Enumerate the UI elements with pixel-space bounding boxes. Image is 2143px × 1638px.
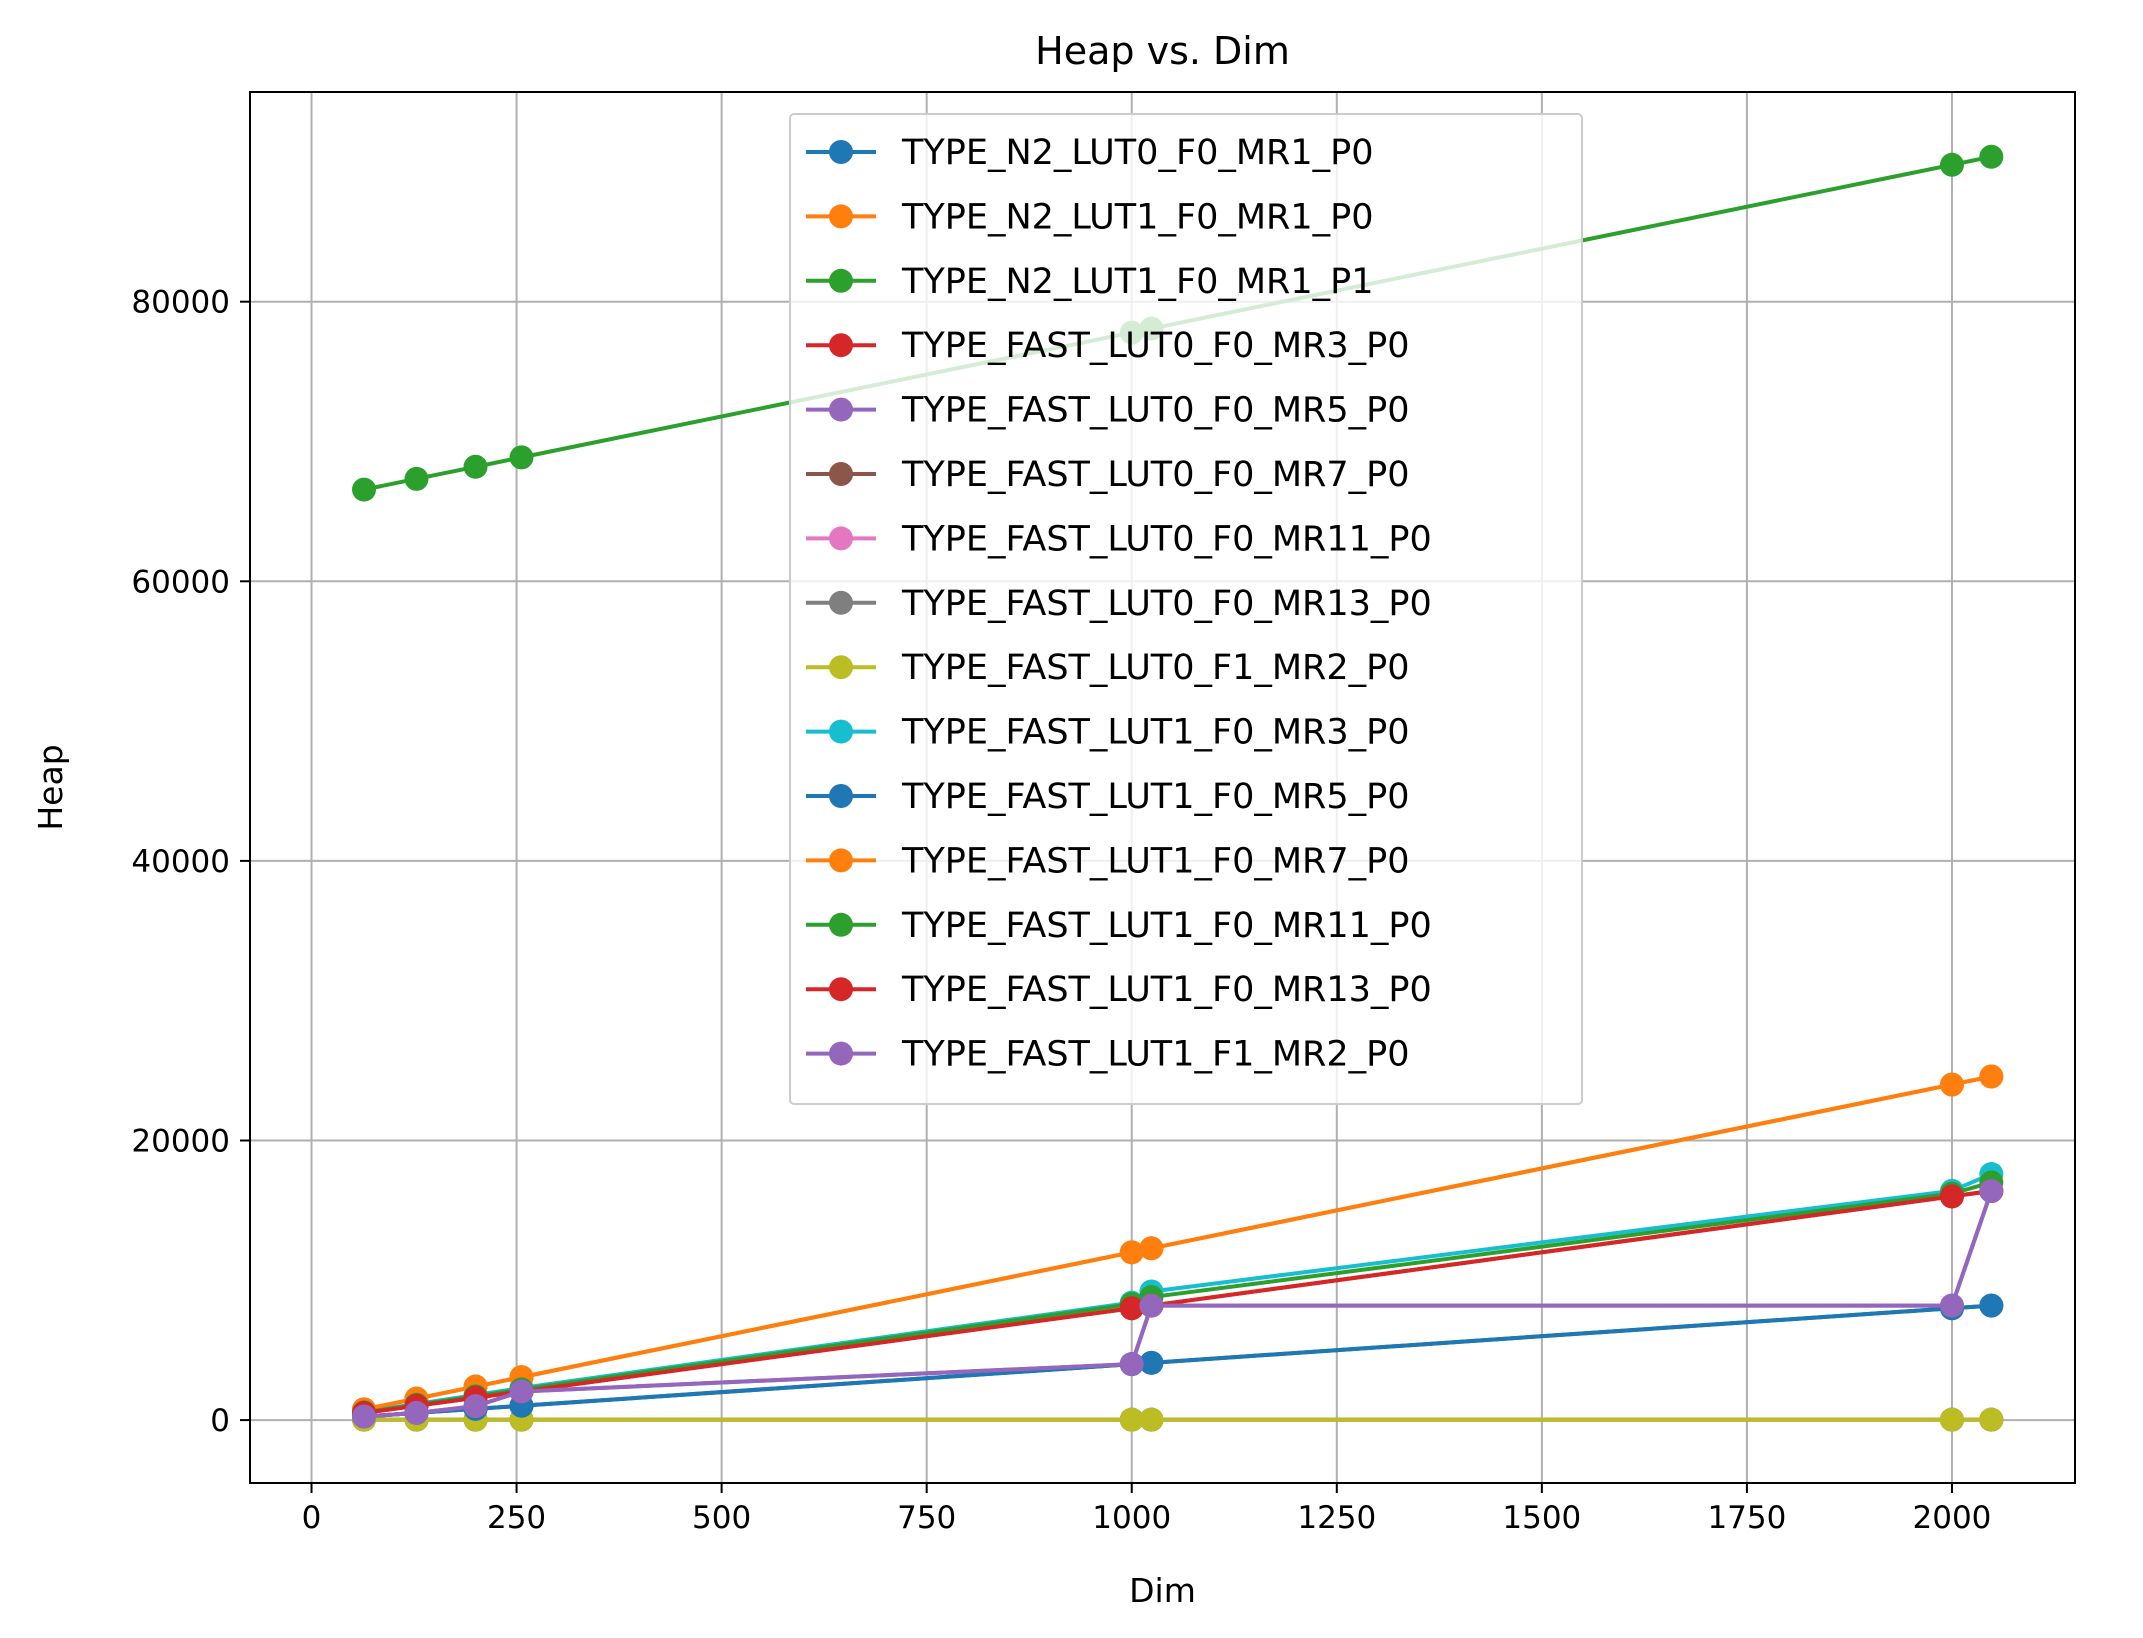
- data-point: [1119, 1407, 1144, 1432]
- legend-swatch-marker: [829, 590, 853, 615]
- data-point: [1939, 1293, 1964, 1318]
- data-point: [1939, 152, 1964, 177]
- data-point: [1939, 1184, 1964, 1209]
- legend-item: TYPE_N2_LUT0_F0_MR1_P0: [806, 133, 1374, 173]
- legend-swatch-marker: [829, 204, 853, 229]
- data-point: [463, 1394, 488, 1419]
- legend-swatch-marker: [829, 333, 853, 358]
- legend-label: TYPE_FAST_LUT0_F0_MR11_P0: [901, 519, 1432, 559]
- legend-swatch-marker: [829, 397, 853, 422]
- legend-box: [789, 113, 1583, 1105]
- legend-item: TYPE_FAST_LUT1_F1_MR2_P0: [806, 1035, 1410, 1075]
- legend-item: TYPE_FAST_LUT0_F0_MR5_P0: [806, 391, 1410, 431]
- legend-swatch-marker: [829, 140, 853, 164]
- data-point: [352, 477, 377, 502]
- chart-title: Heap vs. Dim: [1035, 29, 1290, 73]
- legend-item: TYPE_FAST_LUT0_F0_MR13_P0: [806, 584, 1432, 624]
- legend-label: TYPE_FAST_LUT1_F0_MR11_P0: [901, 906, 1432, 946]
- x-tick-label: 750: [897, 1500, 956, 1536]
- legend-item: TYPE_FAST_LUT1_F0_MR5_P0: [806, 777, 1410, 817]
- legend-item: TYPE_N2_LUT1_F0_MR1_P0: [806, 197, 1374, 237]
- legend-label: TYPE_FAST_LUT0_F0_MR3_P0: [901, 326, 1410, 366]
- legend-item: TYPE_FAST_LUT0_F0_MR3_P0: [806, 326, 1410, 366]
- legend-item: TYPE_FAST_LUT1_F0_MR13_P0: [806, 970, 1432, 1010]
- y-tick-label: 80000: [131, 285, 230, 321]
- series-TYPE_FAST_LUT0_F1_MR2_P0: [352, 1407, 2004, 1432]
- data-point: [404, 466, 429, 491]
- legend-item: TYPE_FAST_LUT1_F0_MR11_P0: [806, 906, 1432, 946]
- legend-swatch-marker: [829, 848, 853, 873]
- x-tick-label: 1000: [1092, 1500, 1171, 1536]
- legend-swatch-marker: [829, 526, 853, 551]
- x-tick-label: 0: [302, 1500, 322, 1536]
- data-point: [1119, 1296, 1144, 1321]
- data-point: [1979, 144, 2004, 169]
- legend-label: TYPE_N2_LUT1_F0_MR1_P1: [901, 262, 1374, 302]
- legend-label: TYPE_N2_LUT1_F0_MR1_P0: [901, 197, 1374, 237]
- legend-label: TYPE_FAST_LUT0_F1_MR2_P0: [901, 648, 1410, 688]
- legend-swatch-marker: [829, 1041, 853, 1066]
- x-tick-label: 250: [487, 1500, 546, 1536]
- plot-frame: [249, 91, 2076, 1484]
- data-point: [1939, 1407, 1964, 1432]
- legend-label: TYPE_FAST_LUT1_F0_MR5_P0: [901, 777, 1410, 817]
- data-point: [1139, 1236, 1164, 1261]
- legend: TYPE_N2_LUT0_F0_MR1_P0 TYPE_N2_LUT1_F0_MR…: [789, 113, 1583, 1105]
- legend-swatch-marker: [829, 912, 853, 937]
- data-point: [509, 1379, 534, 1404]
- series-TYPE_FAST_LUT1_F1_MR2_P0: [352, 1179, 2004, 1429]
- x-axis: 0 250 500 750 1000 1250 1500 1750 2000: [302, 1483, 1992, 1536]
- legend-item: TYPE_FAST_LUT0_F1_MR2_P0: [806, 648, 1410, 688]
- legend-item: TYPE_FAST_LUT1_F0_MR3_P0: [806, 713, 1410, 753]
- y-tick-label: 20000: [131, 1123, 230, 1159]
- legend-item: TYPE_FAST_LUT0_F0_MR11_P0: [806, 519, 1432, 559]
- data-point: [1119, 1240, 1144, 1265]
- data-point: [1979, 1179, 2004, 1204]
- legend-swatch-marker: [829, 655, 853, 680]
- data-point: [1119, 1352, 1144, 1377]
- data-point: [1979, 1407, 2004, 1432]
- y-axis-label: Heap: [31, 744, 70, 830]
- legend-label: TYPE_FAST_LUT0_F0_MR13_P0: [901, 584, 1432, 624]
- data-point: [1139, 1293, 1164, 1318]
- legend-label: TYPE_FAST_LUT0_F0_MR5_P0: [901, 391, 1410, 431]
- data-point: [352, 1404, 377, 1429]
- series-TYPE_FAST_LUT1_F0_MR7_P0: [352, 1064, 2004, 1422]
- x-tick-label: 500: [692, 1500, 751, 1536]
- legend-swatch-marker: [829, 462, 853, 486]
- x-tick-label: 1250: [1297, 1500, 1376, 1536]
- x-axis-label: Dim: [1129, 1571, 1196, 1610]
- legend-label: TYPE_FAST_LUT1_F0_MR13_P0: [901, 970, 1432, 1010]
- data-point: [1139, 1350, 1164, 1375]
- y-tick-label: 40000: [131, 844, 230, 880]
- legend-item: TYPE_FAST_LUT0_F0_MR7_P0: [806, 455, 1410, 495]
- data-point: [463, 454, 488, 479]
- y-tick-label: 60000: [131, 564, 230, 600]
- legend-label: TYPE_FAST_LUT1_F0_MR3_P0: [901, 713, 1410, 753]
- legend-swatch-marker: [829, 977, 853, 1002]
- data-point: [1979, 1064, 2004, 1089]
- legend-item: TYPE_FAST_LUT1_F0_MR7_P0: [806, 841, 1410, 881]
- x-tick-label: 1750: [1707, 1500, 1786, 1536]
- legend-item: TYPE_N2_LUT1_F0_MR1_P1: [806, 262, 1374, 302]
- data-point: [1139, 1407, 1164, 1432]
- legend-label: TYPE_FAST_LUT0_F0_MR7_P0: [901, 455, 1410, 495]
- legend-swatch-marker: [829, 268, 853, 293]
- legend-swatch-marker: [829, 784, 853, 808]
- y-axis: 0 20000 40000 60000 80000: [131, 285, 250, 1439]
- legend-swatch-marker: [829, 719, 853, 744]
- legend-label: TYPE_FAST_LUT1_F1_MR2_P0: [901, 1035, 1410, 1075]
- y-tick-label: 0: [210, 1403, 230, 1439]
- data-point: [509, 445, 534, 470]
- legend-label: TYPE_N2_LUT0_F0_MR1_P0: [901, 133, 1374, 173]
- legend-label: TYPE_FAST_LUT1_F0_MR7_P0: [901, 841, 1410, 881]
- x-tick-label: 2000: [1913, 1500, 1992, 1536]
- data-point: [1939, 1072, 1964, 1097]
- data-point: [404, 1400, 429, 1425]
- series-layer: [352, 144, 2004, 1432]
- data-point: [1979, 1293, 2004, 1318]
- x-tick-label: 1500: [1502, 1500, 1581, 1536]
